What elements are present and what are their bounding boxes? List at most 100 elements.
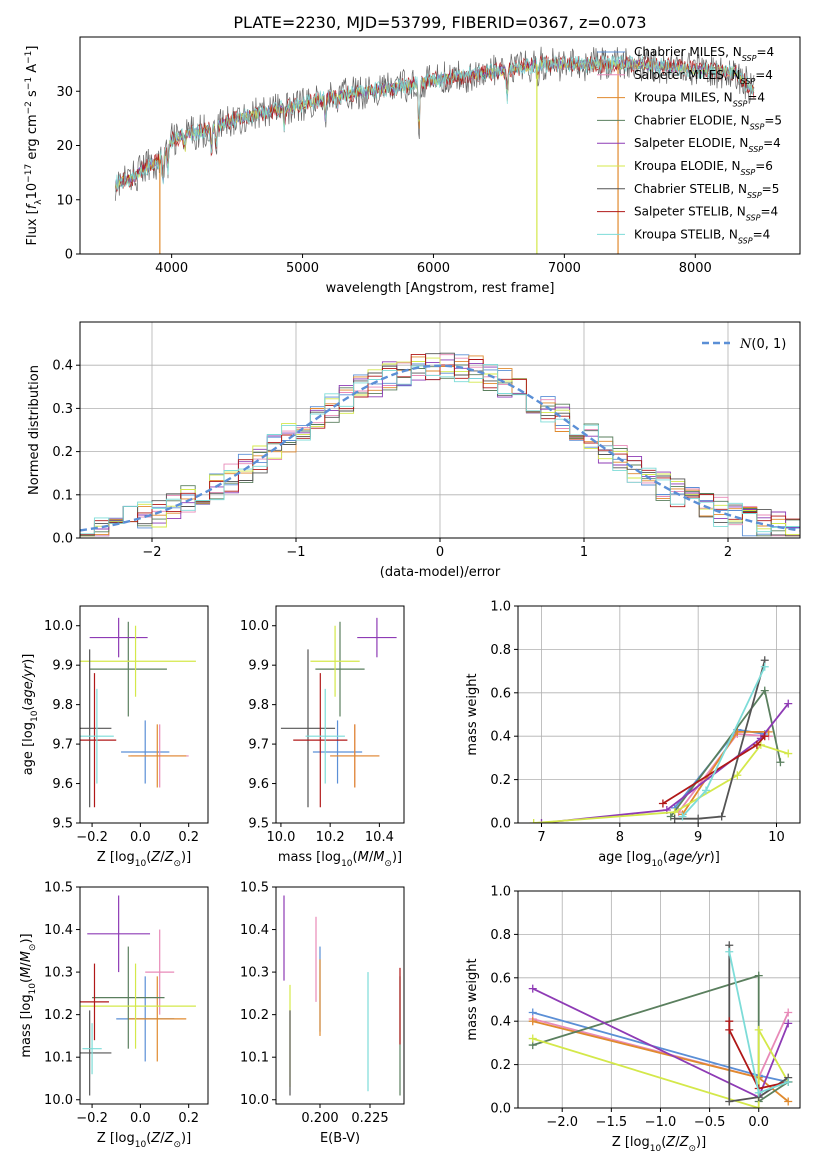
label-part: / bbox=[160, 850, 165, 865]
series-line-chabrier-stelib bbox=[674, 660, 766, 820]
x-tick-label: −0.2 bbox=[76, 1111, 108, 1126]
label-part: Z bbox=[164, 1131, 175, 1146]
errorbar-kroupa-elodie bbox=[80, 963, 196, 1049]
spectrum-kroupa-stelib bbox=[114, 55, 755, 193]
label-part: E(B-V) bbox=[320, 1131, 360, 1146]
y-axis-label: mass weight bbox=[465, 673, 480, 755]
x-axis-label: wavelength [Angstrom, rest frame] bbox=[326, 281, 555, 296]
series-marker-kroupa-elodie bbox=[528, 1034, 537, 1043]
figure-title: PLATE=2230, MJD=53799, FIBERID=0367, z=0… bbox=[233, 13, 646, 32]
y-tick-label: 9.6 bbox=[52, 777, 73, 792]
label-part: ( bbox=[146, 1131, 151, 1146]
label-part: )] bbox=[392, 850, 402, 865]
label-part: SSP bbox=[746, 213, 761, 222]
series-marker-kroupa-stelib bbox=[760, 662, 769, 671]
x-tick-label: 0.0 bbox=[130, 830, 151, 845]
label-part: Kroupa STELIB, N bbox=[634, 227, 738, 241]
y-tick-label: 0.4 bbox=[52, 359, 73, 374]
x-tick-label: 9 bbox=[694, 830, 702, 845]
y-tick-label: 10.1 bbox=[44, 1051, 73, 1066]
label-part: Chabrier STELIB, N bbox=[634, 182, 747, 196]
x-tick-label: 4000 bbox=[155, 261, 188, 276]
label-part: ] bbox=[25, 46, 40, 51]
label-part: / bbox=[675, 1135, 680, 1150]
legend-entry-salpeter-stelib: Salpeter STELIB, NSSP=4 bbox=[634, 205, 778, 223]
series-marker-chabrier-elodie bbox=[760, 686, 769, 695]
label-part: N bbox=[739, 337, 752, 352]
series-line-kroupa-elodie bbox=[532, 1026, 789, 1108]
panel-residuals: −2 −1 0 1 2 0.0 0.1 0.2 0.3 0.4 (data-model)/error… bbox=[27, 321, 801, 580]
series-marker-salpeter-stelib bbox=[760, 732, 769, 741]
x-tick-label: 1 bbox=[580, 545, 588, 560]
label-part: ( bbox=[21, 706, 36, 711]
label-part: Z bbox=[164, 850, 175, 865]
y-tick-label: 0 bbox=[65, 248, 73, 263]
series-marker-kroupa-stelib bbox=[702, 786, 710, 795]
legend-entry-chabrier-elodie: Chabrier ELODIE, NSSP=5 bbox=[634, 113, 782, 130]
y-tick-label: 0.6 bbox=[490, 971, 511, 986]
y-axis-label: Flux [fλ10−17 erg cm−2 s−1 A−1] bbox=[24, 46, 44, 246]
x-axis-label: (data-model)/error bbox=[380, 565, 501, 580]
label-part: M bbox=[358, 850, 369, 865]
legend-entry-chabrier-stelib: Chabrier STELIB, NSSP=5 bbox=[634, 182, 779, 200]
legend-entry-kroupa-miles: Kroupa MILES, NSSP=4 bbox=[634, 91, 765, 109]
label-part: erg cm bbox=[25, 114, 40, 163]
series-marker-kroupa-miles bbox=[784, 1097, 793, 1106]
histogram-chabrier-miles bbox=[80, 354, 800, 537]
label-part: =5 bbox=[764, 113, 782, 127]
label-part: Z bbox=[150, 850, 161, 865]
y-tick-label: 10 bbox=[56, 193, 73, 208]
series-marker-chabrier-stelib bbox=[717, 812, 726, 821]
y-axis-label: Normed distribution bbox=[27, 365, 42, 495]
label-part: Normed distribution bbox=[27, 365, 42, 495]
errorbar-kroupa-stelib bbox=[82, 1023, 102, 1075]
plot-area bbox=[280, 617, 397, 808]
label-part: −1 bbox=[24, 77, 34, 90]
label-part: ⊙ bbox=[384, 859, 392, 869]
label-part: ⊙ bbox=[28, 944, 38, 952]
series-kroupa-stelib bbox=[678, 662, 769, 821]
label-part: Salpeter MILES, N bbox=[634, 68, 741, 82]
label-part: / bbox=[369, 850, 374, 865]
errorbar-salpeter-elodie bbox=[89, 617, 148, 658]
series-marker-chabrier-stelib bbox=[694, 814, 703, 823]
label-part: M bbox=[19, 967, 34, 978]
label-part: )] bbox=[696, 1135, 706, 1150]
y-tick-label: 20 bbox=[56, 139, 73, 154]
series-marker-kroupa-elodie bbox=[529, 819, 538, 823]
y-tick-label: 0.8 bbox=[490, 643, 511, 658]
label-part: SSP bbox=[741, 168, 756, 177]
y-tick-label: 10.5 bbox=[44, 881, 73, 896]
errorbar-kroupa-miles bbox=[330, 724, 380, 788]
series-marker-salpeter-stelib bbox=[752, 740, 761, 749]
label-part: ⊙ bbox=[173, 859, 181, 869]
label-part: (data-model)/error bbox=[380, 565, 501, 580]
x-tick-label: 10.2 bbox=[316, 830, 345, 845]
label-part: age [log bbox=[21, 722, 36, 775]
y-tick-label: 9.9 bbox=[248, 659, 269, 674]
x-tick-label: 10.0 bbox=[266, 830, 295, 845]
legend-entry-kroupa-elodie: Kroupa ELODIE, NSSP=6 bbox=[634, 159, 773, 177]
series-marker-salpeter-stelib bbox=[725, 1025, 734, 1034]
gaussian-curve bbox=[80, 364, 800, 532]
series-marker-kroupa-elodie bbox=[784, 749, 793, 758]
label-part: ⊙ bbox=[173, 1140, 181, 1150]
label-part: Z [log bbox=[612, 1135, 650, 1150]
label-part: M bbox=[373, 850, 384, 865]
errorbar-chabrier-miles bbox=[121, 720, 170, 784]
axes-frame bbox=[275, 886, 405, 1105]
series-marker-salpeter-stelib bbox=[658, 799, 667, 808]
histogram-salpeter-miles bbox=[80, 354, 800, 537]
x-tick-label: 0.2 bbox=[178, 830, 199, 845]
series-line-salpeter-stelib bbox=[728, 1021, 789, 1090]
label-part: −17 bbox=[24, 164, 34, 183]
errorbar-salpeter-elodie bbox=[87, 895, 151, 973]
plot-area bbox=[80, 352, 800, 537]
errorbar-kroupa-stelib bbox=[80, 688, 114, 784]
series-marker-kroupa-miles bbox=[528, 1017, 537, 1026]
label-part: A bbox=[25, 64, 40, 77]
label-part: ( bbox=[353, 850, 358, 865]
series-marker-salpeter-elodie bbox=[784, 699, 793, 708]
label-part: SSP bbox=[747, 190, 762, 199]
